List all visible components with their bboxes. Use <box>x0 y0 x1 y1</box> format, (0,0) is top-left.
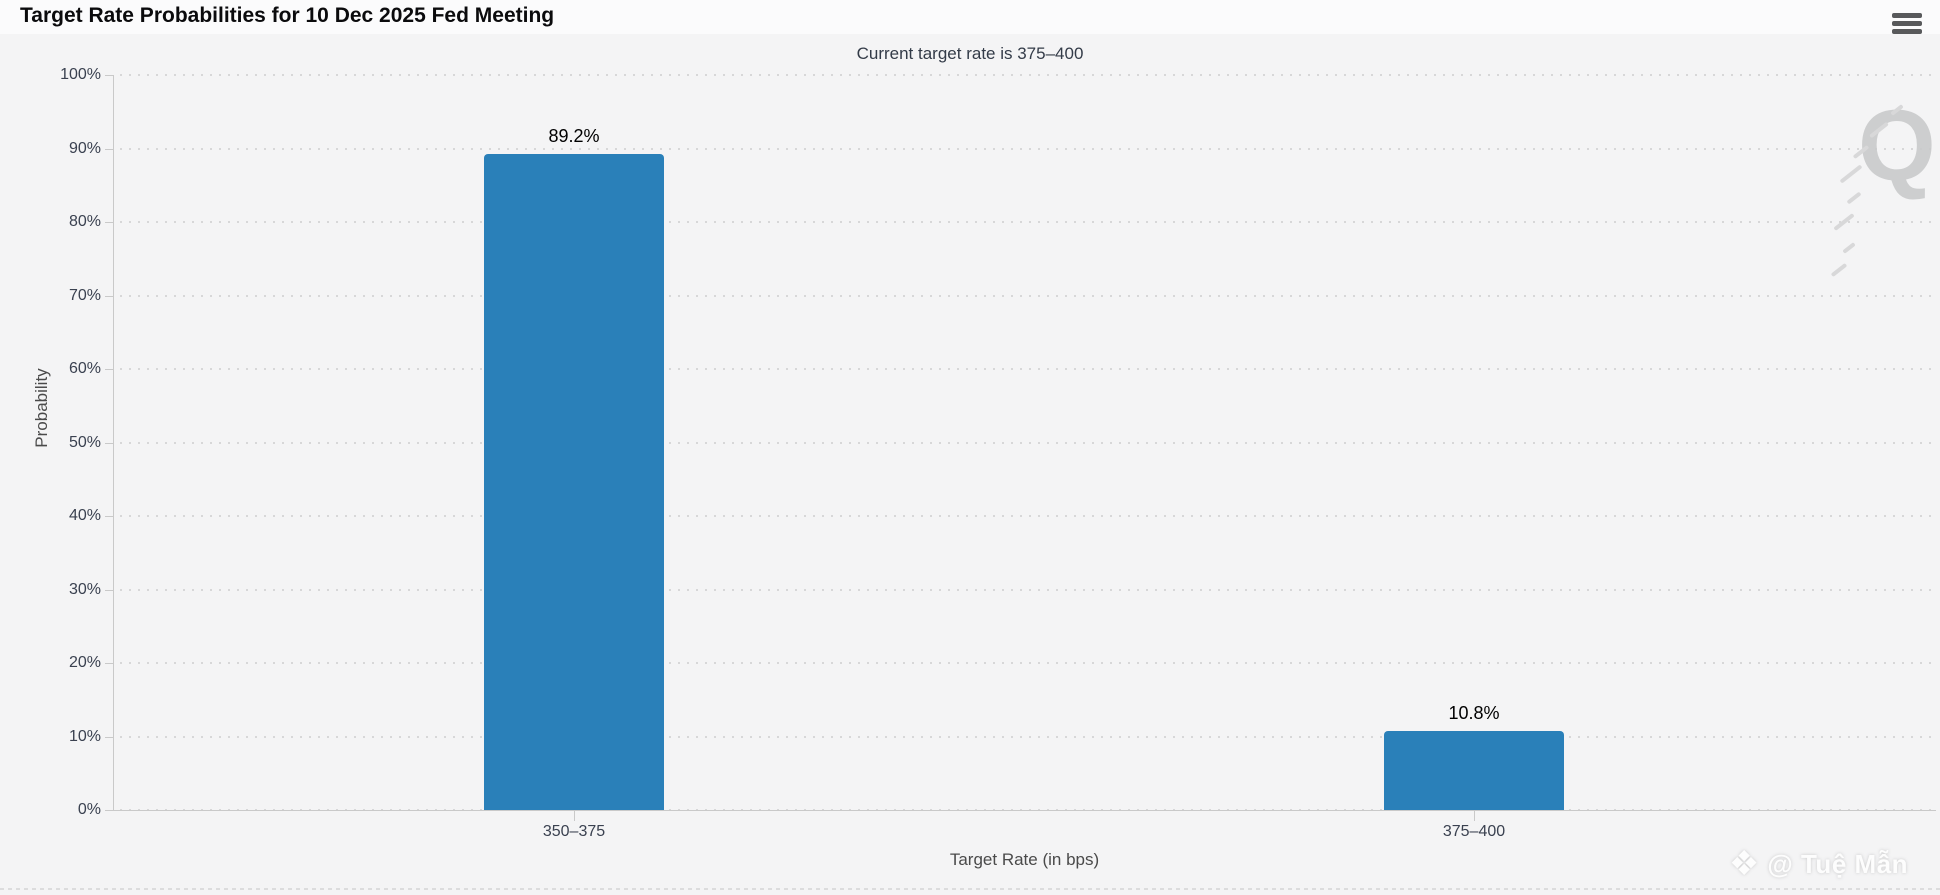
y-gridline <box>120 735 1936 738</box>
probability-bar[interactable] <box>484 154 664 810</box>
q-logo-speedline <box>1830 262 1848 278</box>
watermark-credit: ❖ @ Tuệ Mẫn <box>1729 846 1908 882</box>
y-axis-tick <box>105 222 113 223</box>
y-axis-label: 70% <box>68 286 101 304</box>
y-axis-label: 20% <box>68 654 101 671</box>
y-axis-label: 30% <box>68 580 101 598</box>
y-axis-tick <box>105 589 113 591</box>
y-axis-label: 10% <box>68 727 101 745</box>
page-title: Target Rate Probabilities for 10 Dec 202… <box>20 4 555 27</box>
y-gridline <box>120 662 1936 664</box>
y-gridline <box>120 515 1936 517</box>
bar-value-label: 89.2% <box>548 126 600 146</box>
y-axis-label: 40% <box>68 507 101 524</box>
y-axis-tick <box>105 663 113 664</box>
quikstrike-q-logo: Q <box>1858 90 1936 202</box>
y-axis-title: Probability <box>32 368 51 448</box>
y-axis-label: 50% <box>68 433 101 451</box>
x-axis-title: Target Rate (in bps) <box>949 850 1100 869</box>
hamburger-menu-icon[interactable] <box>1892 13 1922 37</box>
y-gridline <box>120 221 1936 223</box>
y-axis-label: 100% <box>60 66 101 83</box>
y-gridline <box>120 368 1936 370</box>
y-axis-tick <box>105 442 113 444</box>
y-gridline <box>120 74 1936 76</box>
chart-subtitle: Current target rate is 375–400 <box>856 44 1084 63</box>
y-gridline <box>120 588 1936 591</box>
x-axis-tick <box>574 810 575 821</box>
y-gridline <box>120 294 1936 297</box>
bottom-dotted-line <box>0 888 1940 890</box>
y-axis-line <box>113 75 114 810</box>
probability-bar[interactable] <box>1384 731 1564 810</box>
y-axis-tick <box>105 148 113 150</box>
x-axis-category-label: 375–400 <box>1442 823 1506 840</box>
hamburger-bar <box>1892 29 1922 34</box>
y-gridline <box>120 147 1936 150</box>
y-axis-tick <box>105 516 113 517</box>
hamburger-bar <box>1892 21 1922 26</box>
y-axis-tick <box>105 369 113 370</box>
y-axis-label: 0% <box>77 801 101 818</box>
y-gridline <box>120 441 1936 444</box>
q-logo-speedline <box>1842 242 1856 254</box>
y-axis-tick <box>105 75 113 76</box>
y-axis-tick <box>105 295 113 297</box>
x-axis-category-label: 350–375 <box>542 823 606 840</box>
binance-diamond-icon: ❖ <box>1728 845 1760 883</box>
hamburger-bar <box>1892 13 1922 18</box>
y-axis-tick <box>105 810 113 811</box>
y-axis-label: 90% <box>68 139 101 157</box>
x-axis-line <box>113 810 1936 811</box>
watermark-credit-text: @ Tuệ Mẫn <box>1767 848 1908 879</box>
bar-value-label: 10.8% <box>1448 703 1500 723</box>
chart-header: Target Rate Probabilities for 10 Dec 202… <box>0 0 1940 34</box>
y-axis-tick <box>105 736 113 738</box>
x-axis-tick <box>1474 810 1475 821</box>
y-axis-label: 80% <box>68 213 101 230</box>
y-axis-label: 60% <box>68 360 101 377</box>
